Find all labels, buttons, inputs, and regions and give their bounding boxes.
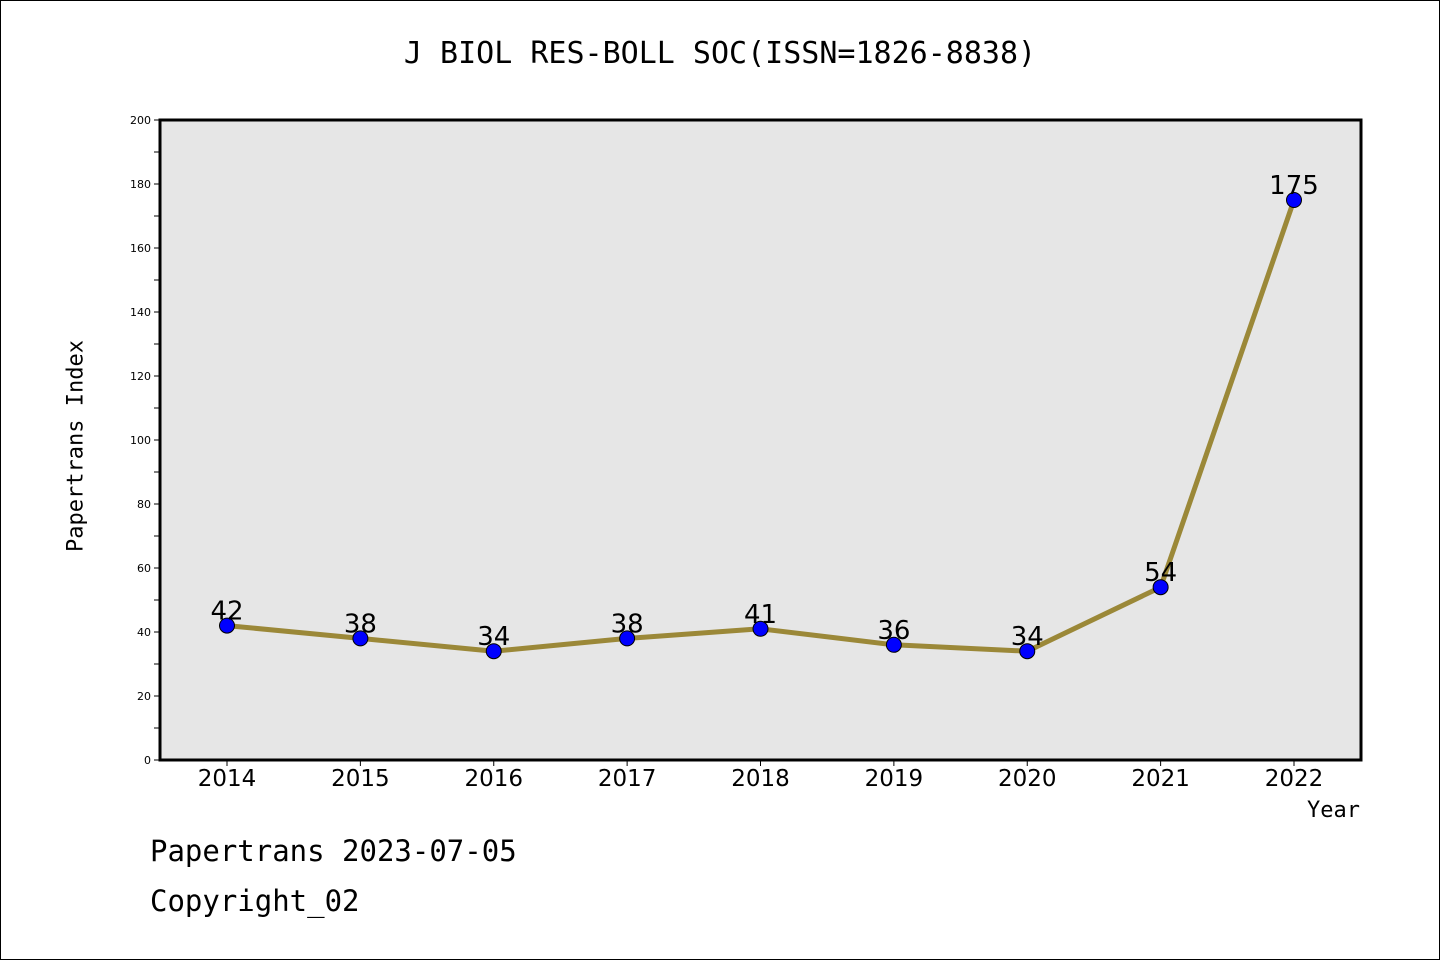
x-tick-label: 2014 (198, 766, 257, 792)
data-point (752, 620, 769, 637)
plot-border (158, 118, 1363, 762)
y-tick-label: 0 (144, 754, 151, 767)
x-tick-label: 2021 (1131, 766, 1190, 792)
data-label: 34 (1011, 622, 1044, 652)
y-axis: 0 20 40 60 80 100 120 140 160 180 200 (130, 114, 160, 767)
data-point (1152, 579, 1169, 596)
x-tick-label: 2022 (1265, 766, 1324, 792)
x-tick-label: 2020 (998, 766, 1057, 792)
data-label: 34 (477, 622, 510, 652)
y-tick-label: 40 (137, 626, 151, 639)
x-tick-label: 2019 (865, 766, 924, 792)
data-label: 38 (611, 609, 644, 639)
y-tick-label: 20 (137, 690, 151, 703)
data-label: 42 (210, 597, 243, 627)
y-tick-label: 100 (130, 434, 151, 447)
data-point (619, 630, 636, 647)
y-tick-label: 140 (130, 306, 151, 319)
data-point (219, 617, 235, 634)
x-tick-label: 2018 (731, 766, 790, 792)
y-tick-label: 60 (137, 562, 151, 575)
data-point (1286, 192, 1302, 208)
data-point (885, 636, 902, 653)
data-label: 175 (1269, 171, 1319, 201)
data-point (352, 630, 369, 647)
y-tick-label: 80 (137, 498, 151, 511)
data-label-group: 42 38 34 38 41 36 34 54 175 (210, 171, 1318, 652)
x-tick-label: 2015 (331, 766, 390, 792)
data-point-group (219, 192, 1302, 660)
data-label: 36 (877, 616, 910, 646)
data-point (485, 643, 502, 660)
x-tick-label: 2017 (598, 766, 657, 792)
footer-date: Papertrans 2023-07-05 (150, 834, 517, 868)
data-label: 54 (1144, 558, 1177, 588)
x-axis: 2014 2015 2016 2017 2018 2019 2020 2021 2022 (198, 760, 1324, 792)
y-tick-label: 180 (130, 178, 151, 191)
data-point (1019, 643, 1036, 660)
y-tick-label: 200 (130, 114, 151, 127)
chart-title: J BIOL RES-BOLL SOC(ISSN=1826-8838) (403, 36, 1037, 71)
plot-area (160, 120, 1361, 760)
footer-copyright: Copyright_02 (150, 884, 360, 918)
x-tick-label: 2016 (464, 766, 523, 792)
data-label: 41 (744, 600, 777, 630)
data-label: 38 (344, 609, 377, 639)
y-tick-label: 120 (130, 370, 151, 383)
x-axis-label: Year (1307, 798, 1360, 823)
y-tick-label: 160 (130, 242, 151, 255)
